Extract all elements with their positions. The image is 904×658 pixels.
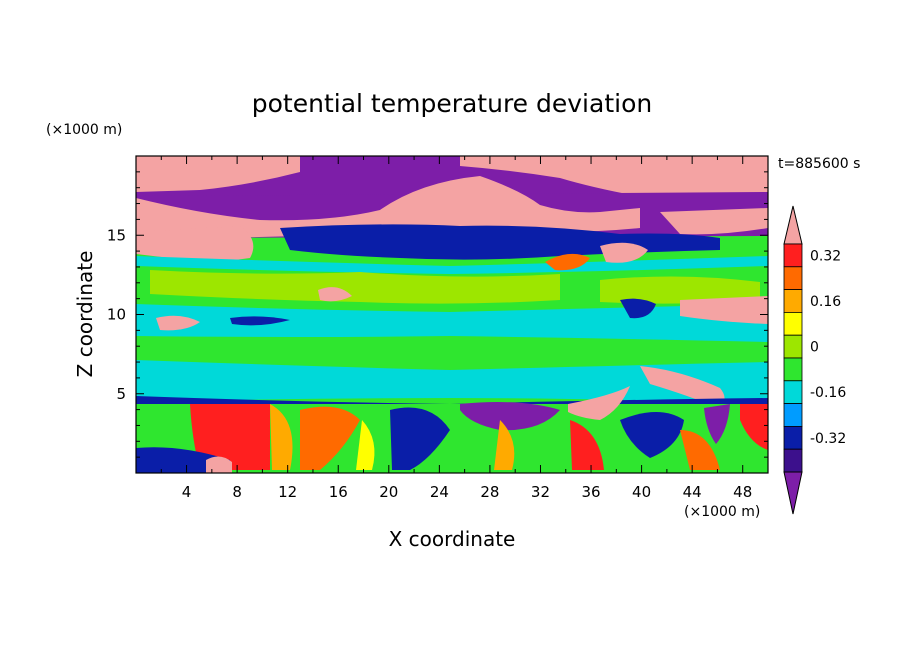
x-tick-label: 44 (683, 483, 702, 501)
x-axis-ticks: 4 8 12 16 20 24 28 32 36 40 44 48 (160, 156, 752, 501)
field-region-pink-top-right (460, 156, 768, 204)
field-region-orange-3 (680, 430, 720, 470)
field-region-red-blob-1 (545, 253, 590, 271)
colorbar-tick-label: -0.32 (810, 431, 846, 447)
field-region-yellow-green-1 (150, 270, 560, 304)
time-label: t=885600 s (778, 156, 860, 172)
chart-title: potential temperature deviation (252, 89, 652, 118)
colorbar-tick-label: 0.32 (810, 248, 841, 264)
plot-area (136, 156, 768, 473)
colorbar-segment (783, 334, 803, 359)
y-tick-label: 15 (107, 226, 126, 244)
x-tick-label: 48 (733, 483, 752, 501)
field-region-orange-1 (270, 404, 293, 470)
field-region-orange-2 (494, 420, 515, 470)
colorbar-segment (783, 357, 803, 382)
colorbar-bottom-triangle (783, 471, 803, 515)
colorbar-segment (783, 311, 803, 336)
colorbar-tick-label: 0.16 (810, 294, 841, 310)
field-region-pink-diag (640, 366, 725, 408)
x-tick-label: 24 (430, 483, 449, 501)
field-region-red-4 (740, 404, 768, 450)
y-tick-label: 10 (107, 306, 126, 324)
field-region-cyan-low (136, 360, 768, 404)
field-region-dark-blue-5 (620, 412, 684, 458)
field-region-purple-right (704, 404, 730, 444)
field-region-cyan-band (136, 256, 768, 274)
x-tick-label: 28 (480, 483, 499, 501)
y-axis-ticks: 5 10 15 (107, 171, 768, 458)
colorbar-segment (783, 403, 803, 427)
x-tick-label: 4 (182, 483, 192, 501)
field-region-pink-blob-4 (680, 296, 768, 324)
colorbar: 0.32 0.16 0 -0.16 -0.32 (783, 205, 846, 515)
x-tick-label: 20 (379, 483, 398, 501)
field-region-dark-blue-3 (230, 316, 290, 326)
field-region-cyan-band-2 (136, 304, 768, 342)
field-region-dark-blue-4 (390, 407, 450, 470)
colorbar-segment (783, 380, 803, 404)
x-tick-label: 40 (632, 483, 651, 501)
field-region-yellow-green-2 (600, 276, 760, 304)
field-region-pink-low (568, 386, 630, 420)
x-tick-label: 16 (329, 483, 348, 501)
field-region-pink-mid (136, 176, 640, 240)
field-region-pink-blob-2 (318, 287, 352, 302)
y-tick-label: 5 (116, 385, 126, 403)
field-region-pink-right (660, 208, 768, 235)
colorbar-segment (783, 243, 803, 268)
field-region-red-2 (300, 406, 360, 470)
field-region-pink-blob-3 (156, 315, 200, 331)
field-region-yellow-1 (356, 420, 375, 470)
colorbar-top-triangle (783, 205, 803, 245)
field-region-pink-blob-1 (600, 242, 648, 263)
field-region-pink-top-left (136, 156, 300, 192)
colorbar-tick-label: 0 (810, 340, 819, 356)
y-unit-label: (×1000 m) (46, 122, 122, 138)
field-region-purple-low (460, 402, 560, 431)
field-region-pink-low-2 (206, 456, 232, 473)
x-tick-label: 36 (581, 483, 600, 501)
field-region-dark-blue-2 (620, 298, 656, 319)
x-unit-label: (×1000 m) (684, 504, 760, 520)
x-axis-label: X coordinate (389, 527, 516, 551)
field-region-pink-lower (136, 226, 254, 261)
x-tick-label: 12 (278, 483, 297, 501)
colorbar-segment (783, 266, 803, 290)
colorbar-segment (783, 425, 803, 450)
y-axis-label: Z coordinate (73, 251, 97, 378)
colorbar-tick-label: -0.16 (810, 385, 846, 401)
x-tick-label: 8 (232, 483, 242, 501)
field-region-red-1 (190, 404, 270, 470)
field-region-red-3 (570, 420, 604, 470)
colorbar-segment (783, 448, 803, 473)
colorbar-segment (783, 289, 803, 313)
x-tick-label: 32 (531, 483, 550, 501)
